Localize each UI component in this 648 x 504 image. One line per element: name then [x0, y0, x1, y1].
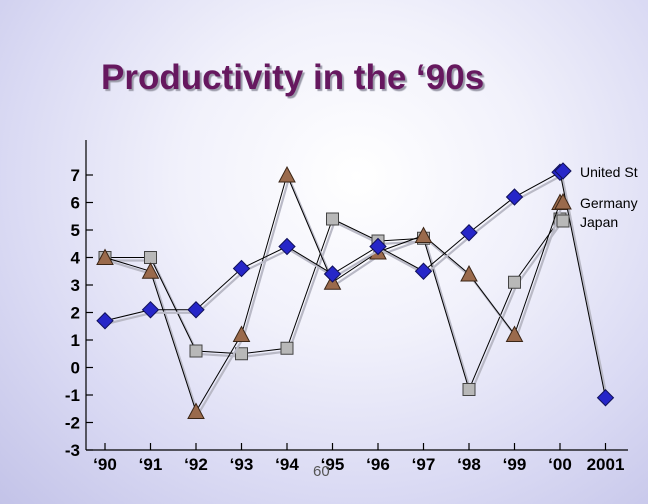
data-point [462, 383, 476, 396]
x-tick-label: ‘92 [184, 455, 208, 474]
x-tick-label: ‘95 [321, 455, 345, 474]
x-tick-label: ‘90 [93, 455, 117, 474]
data-point [326, 212, 339, 226]
y-tick-label: -1 [65, 386, 80, 405]
data-point [232, 325, 251, 342]
x-tick-label: ‘91 [139, 455, 163, 474]
y-tick-label: 4 [71, 249, 81, 268]
data-point [187, 301, 205, 319]
y-tick-label: 3 [71, 276, 80, 295]
x-tick-label: ‘99 [503, 455, 527, 474]
y-tick-label: 7 [71, 166, 80, 185]
data-point [278, 165, 296, 183]
data-point [96, 312, 114, 330]
x-tick-label: ‘97 [412, 455, 436, 474]
x-tick-label: ‘93 [230, 455, 254, 474]
data-point [141, 301, 160, 319]
data-point [323, 265, 342, 283]
y-tick-label: 2 [71, 304, 80, 323]
legend-label: Germany [580, 195, 638, 211]
page-number: 60 [313, 463, 330, 480]
y-tick-label: 5 [71, 221, 80, 240]
legend-label: United St [580, 164, 638, 180]
legend-marker [554, 162, 572, 180]
data-point [187, 402, 205, 419]
slide-title: Productivity in the ‘90s [101, 58, 485, 97]
x-tick-label: ‘98 [457, 455, 481, 474]
data-point [235, 347, 248, 361]
data-point [278, 237, 296, 256]
data-point [508, 275, 521, 289]
x-tick-label: ‘00 [548, 455, 572, 474]
data-point [414, 262, 433, 280]
x-tick-label: 2001 [587, 455, 625, 474]
x-tick-label: ‘96 [366, 455, 390, 474]
data-point [414, 226, 433, 243]
y-tick-label: 1 [71, 331, 80, 350]
series-layer [96, 163, 615, 419]
x-tick-label: ‘94 [275, 455, 299, 474]
data-point [505, 325, 524, 342]
data-point [505, 188, 524, 206]
series-japan [98, 212, 567, 396]
data-point [144, 251, 157, 264]
data-point [596, 389, 615, 407]
y-tick-label: 0 [71, 359, 80, 378]
data-point [189, 344, 203, 358]
chart-axes [85, 140, 628, 451]
data-point [96, 248, 114, 265]
data-point [460, 224, 478, 242]
y-tick-label: -2 [65, 414, 80, 433]
data-point [232, 259, 251, 278]
x-axis-tick-labels: ‘90 ‘91 ‘92 ‘93 ‘94 ‘95 ‘96 ‘97 ‘98 ‘99 ‘00 2001 [93, 455, 624, 474]
y-tick-label: 6 [71, 194, 80, 213]
legend-label: Japan [580, 214, 618, 230]
series-line [104, 173, 561, 413]
legend: United St Germany Japan [554, 162, 638, 230]
y-tick-label: -3 [65, 441, 80, 460]
legend-marker [554, 192, 572, 210]
series-united-st [96, 163, 615, 407]
legend-marker [556, 214, 570, 228]
data-point [369, 237, 387, 256]
data-point [460, 264, 478, 282]
data-point [280, 341, 294, 355]
data-point [141, 262, 160, 279]
y-axis-tick-labels: 7 6 5 4 3 2 1 0 -1 -2 -3 [65, 166, 81, 460]
